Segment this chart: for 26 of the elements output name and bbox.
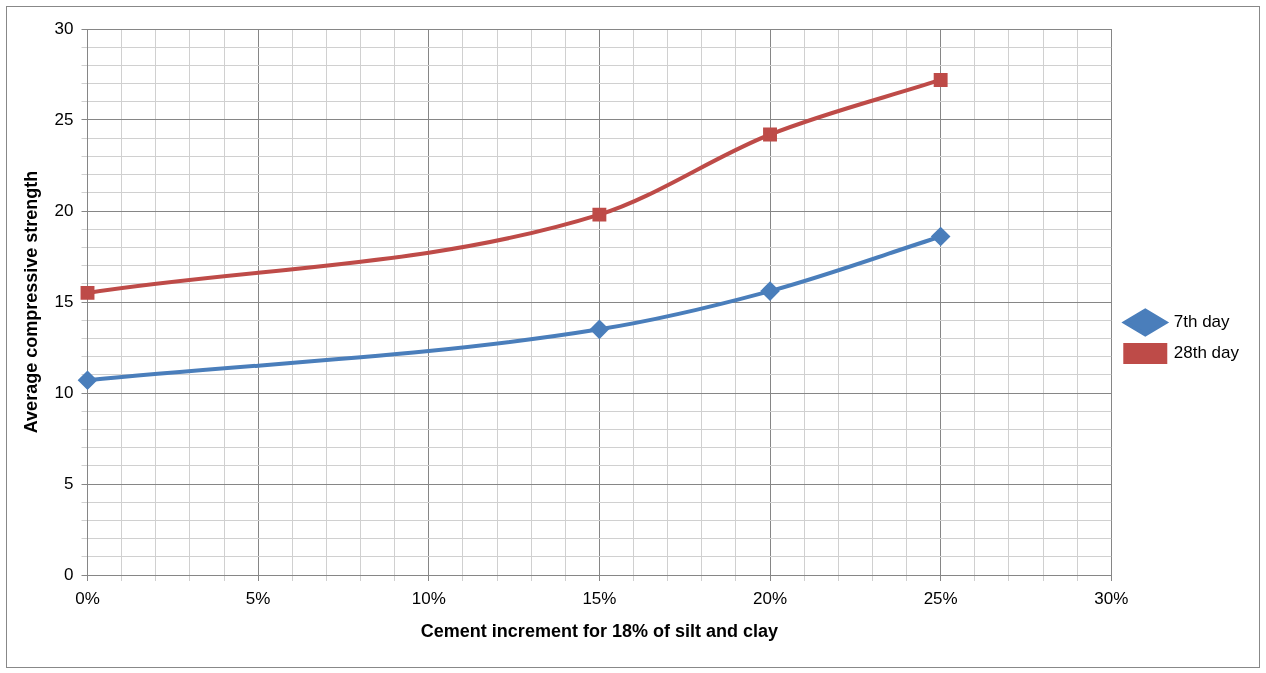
point	[80, 285, 95, 300]
x-tick-label: 20%	[753, 588, 788, 608]
point	[590, 320, 609, 339]
point	[931, 227, 950, 246]
y-tick-label: 10	[54, 382, 74, 402]
y-axis-title: Average compressive strength	[20, 170, 41, 434]
point	[763, 127, 777, 142]
y-tick-label: 30	[54, 18, 74, 38]
x-tick-label: 5%	[245, 588, 271, 608]
point	[933, 73, 948, 87]
x-tick-label: 30%	[1094, 588, 1129, 608]
y-tick-label: 25	[54, 109, 74, 129]
point	[78, 371, 97, 390]
legend-label: 7th day	[1173, 312, 1231, 332]
y-tick-label: 5	[64, 473, 74, 493]
x-axis-title: Cement increment for 18% of silt and clay	[420, 621, 778, 642]
y-tick-label: 15	[54, 291, 74, 311]
x-tick-label: 15%	[582, 588, 617, 608]
y-tick-label: 20	[54, 200, 74, 220]
x-tick-label: 0%	[75, 588, 100, 608]
x-tick-label: 10%	[411, 588, 446, 608]
x-tick-label: 25%	[923, 588, 958, 608]
point	[592, 207, 607, 222]
legend-label: 28th day	[1173, 343, 1240, 363]
point	[761, 282, 780, 301]
y-tick-label: 0	[64, 564, 74, 584]
